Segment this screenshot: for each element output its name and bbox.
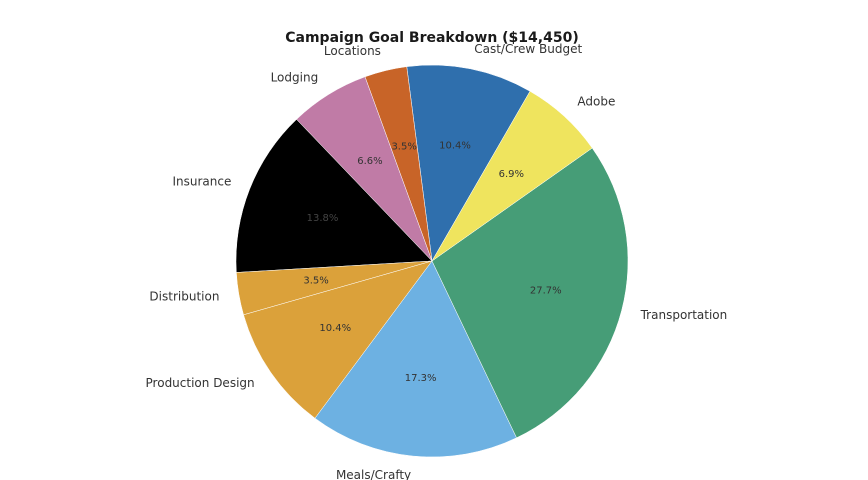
percent-label-lodging: 6.6% — [357, 156, 382, 167]
percent-label-insurance: 13.8% — [307, 213, 339, 224]
category-label-lodging: Lodging — [271, 70, 319, 84]
percent-label-cast-crew-budget: 10.4% — [439, 141, 471, 152]
category-label-cast-crew-budget: Cast/Crew Budget — [474, 42, 582, 56]
percent-label-transportation: 27.7% — [530, 286, 562, 297]
category-label-locations: Locations — [324, 44, 381, 58]
chart-title: Campaign Goal Breakdown ($14,450) — [285, 30, 578, 46]
percent-label-adobe: 6.9% — [499, 169, 524, 180]
category-label-production-design: Production Design — [146, 376, 255, 390]
category-label-meals-crafty: Meals/Crafty — [336, 468, 411, 480]
category-label-transportation: Transportation — [640, 308, 728, 322]
pie-slice-transportation — [431, 147, 629, 439]
percent-label-locations: 3.5% — [391, 142, 416, 153]
category-label-adobe: Adobe — [577, 94, 615, 108]
category-labels: Cast/Crew Budget Locations Lodging Insuranc… — [146, 42, 728, 480]
pie-slice-cast-crew-budget — [406, 64, 531, 262]
pie-slices — [235, 64, 629, 458]
percent-label-distribution: 3.5% — [303, 276, 328, 287]
percent-label-production-design: 10.4% — [319, 323, 351, 334]
category-label-distribution: Distribution — [149, 290, 219, 304]
percent-labels: 10.4% 3.5% 6.6% 13.8% 3.5% 10.4% 17.3% 27.7% 6.9… — [303, 141, 561, 384]
pie-slice-meals-crafty — [314, 260, 517, 458]
pie-slice-insurance — [235, 119, 433, 273]
percent-label-meals-crafty: 17.3% — [405, 373, 437, 384]
category-label-insurance: Insurance — [172, 175, 231, 189]
pie-slice-production-design — [243, 260, 433, 419]
pie-slice-adobe — [431, 90, 593, 262]
